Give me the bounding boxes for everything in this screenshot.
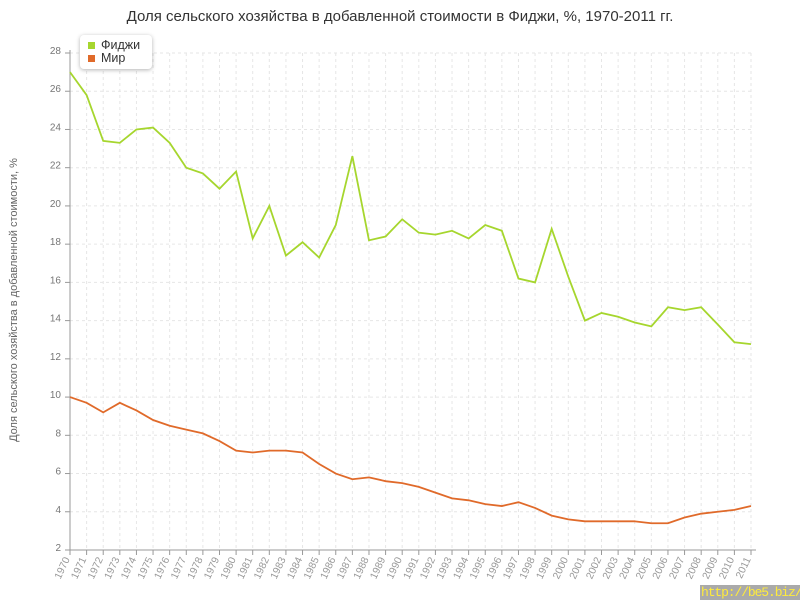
svg-text:10: 10 <box>50 390 62 401</box>
svg-text:12: 12 <box>50 352 62 363</box>
svg-text:2011: 2011 <box>734 555 753 580</box>
svg-text:14: 14 <box>50 314 62 325</box>
svg-text:28: 28 <box>50 46 62 57</box>
svg-text:16: 16 <box>50 275 62 286</box>
svg-text:2010: 2010 <box>717 555 737 581</box>
svg-text:24: 24 <box>50 122 62 133</box>
svg-text:8: 8 <box>55 428 61 439</box>
svg-text:26: 26 <box>50 84 62 95</box>
svg-text:18: 18 <box>50 237 62 248</box>
svg-text:4: 4 <box>55 505 61 516</box>
svg-text:20: 20 <box>50 199 62 210</box>
svg-text:22: 22 <box>50 161 62 172</box>
svg-text:2: 2 <box>55 543 61 554</box>
svg-text:6: 6 <box>55 467 61 478</box>
